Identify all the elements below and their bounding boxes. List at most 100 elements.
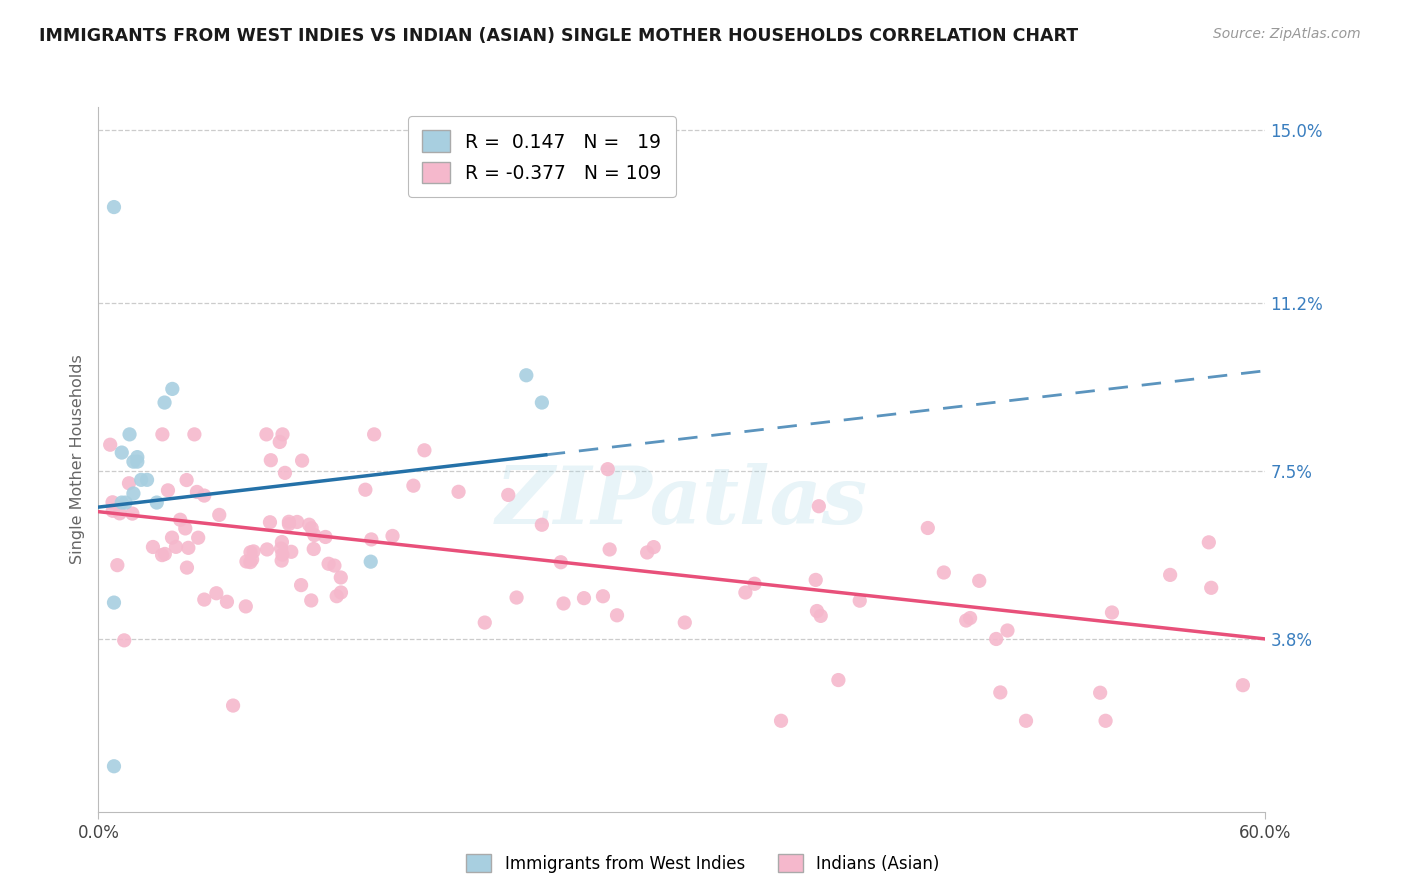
Point: [127, 455, 149, 469]
Point: [112, 633, 135, 648]
Point: [643, 540, 665, 554]
Point: [381, 529, 404, 543]
Point: [142, 540, 165, 554]
Point: [260, 453, 283, 467]
Point: [162, 382, 184, 396]
Point: [193, 592, 215, 607]
Point: [118, 476, 141, 491]
Point: [176, 560, 198, 574]
Point: [280, 545, 302, 559]
Point: [193, 489, 215, 503]
Point: [136, 473, 159, 487]
Point: [804, 573, 827, 587]
Point: [269, 434, 291, 449]
Point: [242, 544, 264, 558]
Point: [413, 443, 436, 458]
Point: [550, 555, 572, 569]
Point: [806, 604, 828, 618]
Text: IMMIGRANTS FROM WEST INDIES VS INDIAN (ASIAN) SINGLE MOTHER HOUSEHOLDS CORRELATI: IMMIGRANTS FROM WEST INDIES VS INDIAN (A…: [39, 27, 1078, 45]
Point: [277, 515, 299, 529]
Legend: Immigrants from West Indies, Indians (Asian): Immigrants from West Indies, Indians (As…: [460, 847, 946, 880]
Point: [103, 200, 125, 214]
Point: [1088, 686, 1111, 700]
Point: [744, 576, 766, 591]
Point: [187, 531, 209, 545]
Point: [291, 453, 314, 467]
Point: [285, 515, 308, 529]
Point: [606, 608, 628, 623]
Point: [183, 427, 205, 442]
Point: [599, 542, 621, 557]
Point: [270, 535, 292, 549]
Point: [240, 552, 263, 566]
Point: [636, 545, 658, 559]
Point: [299, 593, 322, 607]
Point: [235, 599, 257, 614]
Point: [553, 597, 575, 611]
Point: [967, 574, 990, 588]
Point: [1101, 606, 1123, 620]
Point: [105, 558, 128, 573]
Point: [986, 632, 1008, 646]
Y-axis label: Single Mother Households: Single Mother Households: [69, 354, 84, 565]
Point: [274, 466, 297, 480]
Point: [329, 570, 352, 584]
Point: [304, 528, 326, 542]
Point: [208, 508, 231, 522]
Point: [474, 615, 496, 630]
Point: [301, 521, 323, 535]
Point: [160, 531, 183, 545]
Point: [114, 495, 136, 509]
Point: [447, 484, 470, 499]
Point: [146, 495, 169, 509]
Point: [810, 608, 832, 623]
Point: [325, 589, 347, 603]
Point: [222, 698, 245, 713]
Point: [118, 427, 141, 442]
Point: [302, 541, 325, 556]
Point: [122, 486, 145, 500]
Point: [150, 427, 173, 442]
Point: [278, 517, 301, 532]
Point: [215, 595, 238, 609]
Point: [1015, 714, 1038, 728]
Point: [165, 540, 187, 554]
Text: ZIPatlas: ZIPatlas: [496, 463, 868, 541]
Point: [101, 504, 124, 518]
Point: [807, 500, 830, 514]
Point: [122, 455, 145, 469]
Point: [111, 445, 134, 459]
Point: [592, 589, 614, 603]
Point: [205, 586, 228, 600]
Point: [323, 558, 346, 573]
Point: [848, 593, 870, 607]
Point: [1198, 535, 1220, 549]
Point: [127, 450, 149, 464]
Point: [103, 596, 125, 610]
Point: [997, 624, 1019, 638]
Legend: R =  0.147   N =   19, R = -0.377   N = 109: R = 0.147 N = 19, R = -0.377 N = 109: [408, 117, 676, 197]
Point: [314, 530, 336, 544]
Point: [256, 542, 278, 557]
Point: [318, 557, 340, 571]
Point: [270, 553, 292, 567]
Point: [673, 615, 696, 630]
Point: [186, 484, 208, 499]
Point: [596, 462, 619, 476]
Point: [932, 566, 955, 580]
Point: [254, 427, 277, 442]
Point: [169, 513, 191, 527]
Point: [530, 395, 553, 409]
Point: [955, 614, 977, 628]
Point: [150, 548, 173, 562]
Point: [354, 483, 377, 497]
Point: [330, 585, 353, 599]
Point: [1094, 714, 1116, 728]
Point: [363, 427, 385, 442]
Point: [259, 515, 281, 529]
Point: [153, 547, 176, 561]
Point: [271, 548, 294, 562]
Point: [496, 488, 519, 502]
Point: [988, 685, 1011, 699]
Point: [572, 591, 595, 606]
